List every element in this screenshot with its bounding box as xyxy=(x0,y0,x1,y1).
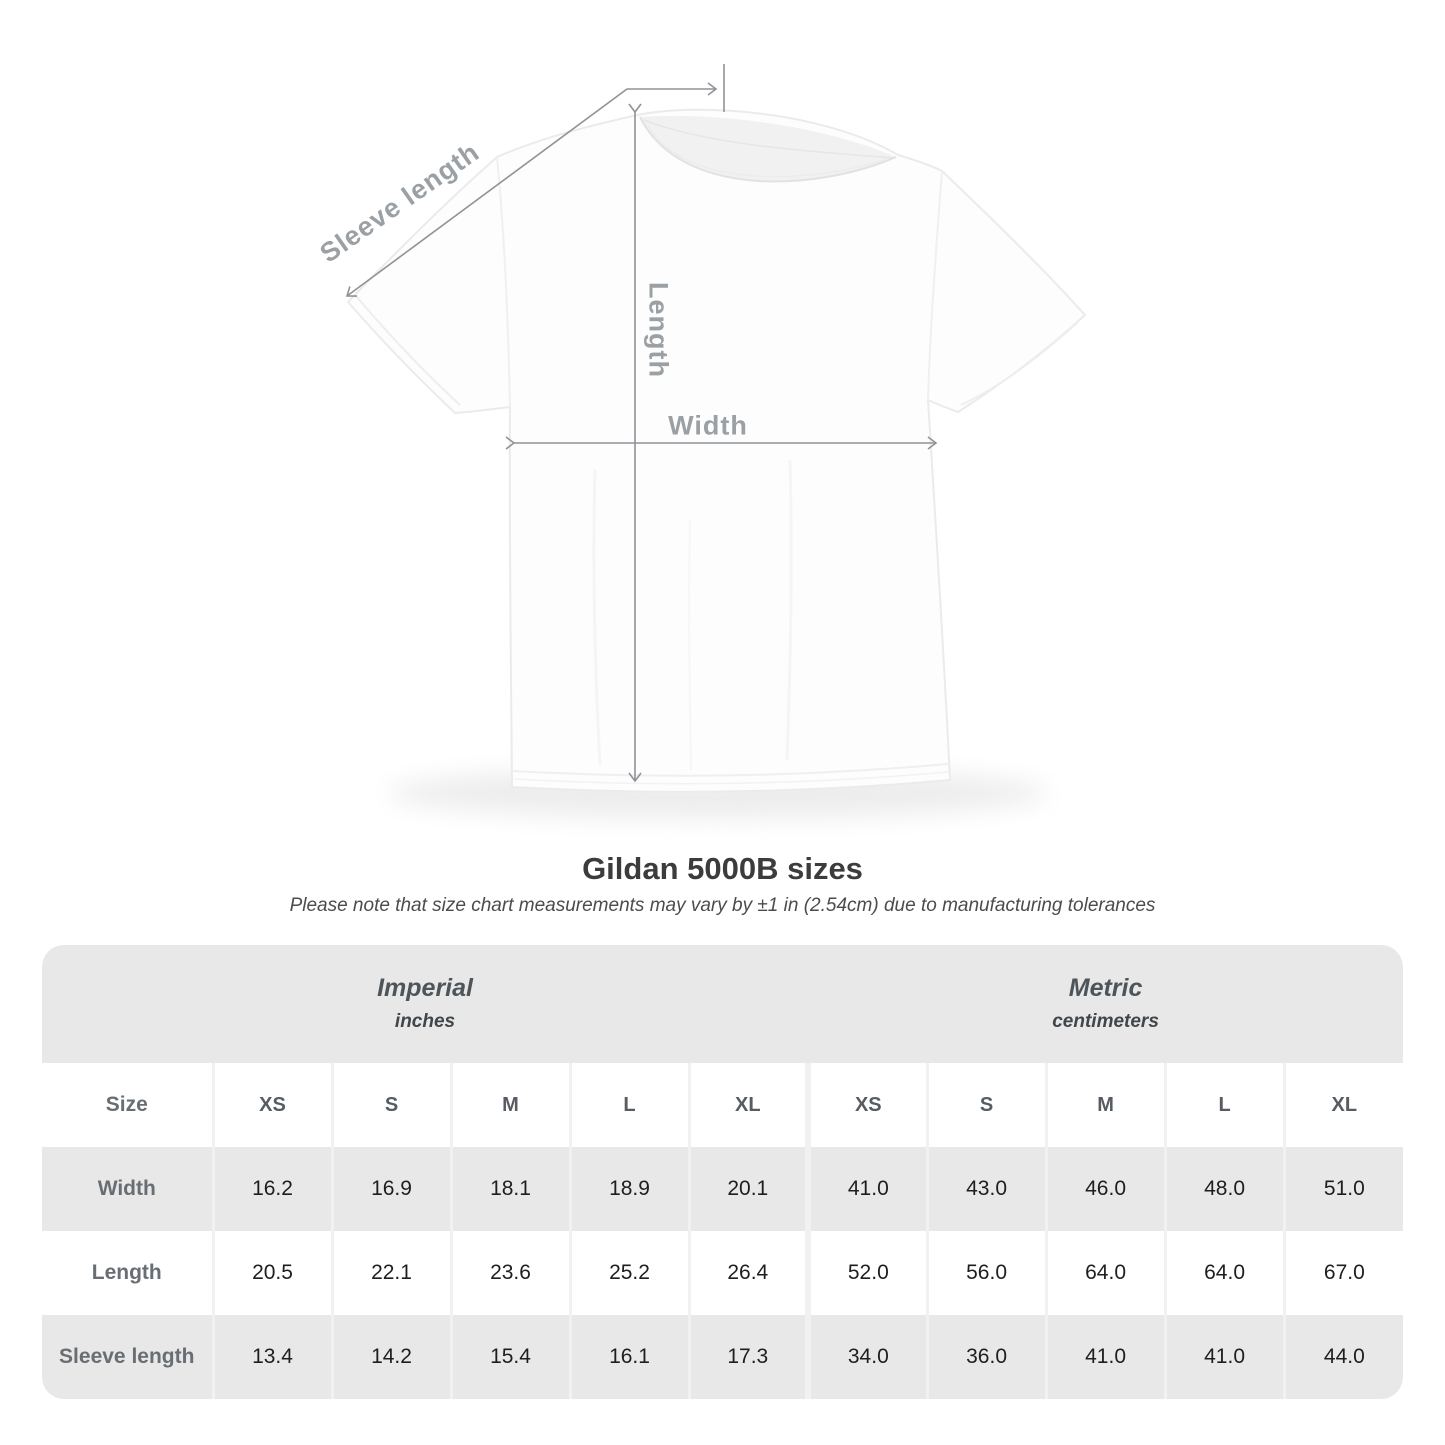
sleeve-length-row-label: Sleeve length xyxy=(42,1315,213,1399)
tshirt-collar-rib-seam xyxy=(647,125,889,178)
sleeve-length-arrow-diagonal xyxy=(345,88,628,297)
tshirt-collar-back-seam xyxy=(643,119,894,159)
width-metric-m: 46.0 xyxy=(1044,1147,1166,1231)
length-imperial-m: 23.6 xyxy=(449,1231,570,1315)
size-metric-xs: XS xyxy=(805,1063,928,1147)
width-imperial-m: 18.1 xyxy=(449,1147,570,1231)
tshirt-fold xyxy=(785,459,793,761)
tshirt-left-armhole-seam xyxy=(496,156,511,408)
size-metric-m: M xyxy=(1044,1063,1166,1147)
size-imperial-l: L xyxy=(568,1063,689,1147)
size-metric-s: S xyxy=(925,1063,1047,1147)
tshirt-hem-seam xyxy=(512,763,949,777)
length-imperial-l: 25.2 xyxy=(568,1231,689,1315)
sleeve-metric-xs: 34.0 xyxy=(805,1315,928,1399)
tshirt-collar-inner-edge xyxy=(639,116,897,183)
sleeve-imperial-xs: 13.4 xyxy=(211,1315,332,1399)
size-metric-l: L xyxy=(1163,1063,1285,1147)
length-imperial-s: 22.1 xyxy=(330,1231,451,1315)
tshirt-right-armhole-seam xyxy=(927,170,943,401)
width-imperial-s: 16.9 xyxy=(330,1147,451,1231)
width-metric-s: 43.0 xyxy=(925,1147,1047,1231)
size-imperial-xl: XL xyxy=(687,1063,809,1147)
tshirt-right-cuff-seam xyxy=(960,322,1078,406)
sleeve-metric-l: 41.0 xyxy=(1163,1315,1285,1399)
tshirt-body xyxy=(347,108,1086,793)
size-imperial-xs: XS xyxy=(211,1063,332,1147)
metric-label: Metric xyxy=(1068,973,1143,1002)
page-title: Gildan 5000B sizes xyxy=(582,851,863,886)
sleeve-imperial-m: 15.4 xyxy=(449,1315,570,1399)
metric-unit: centimeters xyxy=(1052,1011,1159,1033)
width-metric-l: 48.0 xyxy=(1163,1147,1285,1231)
tshirt-hem-seam-2 xyxy=(513,771,950,785)
sleeve-metric-xl: 44.0 xyxy=(1282,1315,1403,1399)
width-metric-xs: 41.0 xyxy=(805,1147,928,1231)
width-metric-xl: 51.0 xyxy=(1282,1147,1403,1231)
size-metric-xl: XL xyxy=(1282,1063,1403,1147)
sleeve-imperial-xl: 17.3 xyxy=(687,1315,809,1399)
width-imperial-xl: 20.1 xyxy=(687,1147,809,1231)
tshirt-image xyxy=(345,64,1086,819)
length-row-label: Length xyxy=(42,1231,213,1315)
unit-header-row: Imperial inches Metric centimeters xyxy=(42,945,1403,1063)
length-metric-s: 56.0 xyxy=(925,1231,1047,1315)
width-imperial-l: 18.9 xyxy=(568,1147,689,1231)
tshirt-measurement-diagram: Sleeve length Length Width xyxy=(314,64,1086,819)
size-table: Imperial inches Metric centimeters Size … xyxy=(42,945,1403,1399)
length-row: Length 20.5 22.1 23.6 25.2 26.4 52.0 56.… xyxy=(42,1231,1403,1315)
sleeve-length-row: Sleeve length 13.4 14.2 15.4 16.1 17.3 3… xyxy=(42,1315,1403,1399)
sleeve-imperial-s: 14.2 xyxy=(330,1315,451,1399)
tshirt-fold xyxy=(592,469,602,766)
width-row-label: Width xyxy=(42,1147,213,1231)
size-header-row: Size XS S M L XL XS S M L XL xyxy=(42,1063,1403,1147)
dimension-arrows xyxy=(345,64,938,783)
metric-header: Metric centimeters xyxy=(808,945,1403,1063)
size-imperial-m: M xyxy=(449,1063,570,1147)
imperial-unit: inches xyxy=(394,1011,456,1033)
length-metric-l: 64.0 xyxy=(1163,1231,1285,1315)
size-imperial-s: S xyxy=(330,1063,451,1147)
length-metric-m: 64.0 xyxy=(1044,1231,1166,1315)
size-row-label: Size xyxy=(42,1063,213,1147)
sleeve-metric-m: 41.0 xyxy=(1044,1315,1166,1399)
length-imperial-xl: 26.4 xyxy=(687,1231,809,1315)
imperial-label: Imperial xyxy=(377,973,473,1002)
tshirt-left-cuff-seam xyxy=(355,295,461,406)
length-label: Length xyxy=(643,282,674,378)
sleeve-imperial-l: 16.1 xyxy=(568,1315,689,1399)
width-label: Width xyxy=(668,410,748,441)
length-imperial-xs: 20.5 xyxy=(211,1231,332,1315)
tshirt-neck-opening xyxy=(640,115,896,182)
width-row: Width 16.2 16.9 18.1 18.9 20.1 41.0 43.0… xyxy=(42,1147,1403,1231)
length-metric-xl: 67.0 xyxy=(1282,1231,1403,1315)
length-metric-xs: 52.0 xyxy=(805,1231,928,1315)
tolerance-note: Please note that size chart measurements… xyxy=(289,895,1156,916)
sleeve-metric-s: 36.0 xyxy=(925,1315,1047,1399)
imperial-header: Imperial inches xyxy=(42,945,809,1063)
width-imperial-xs: 16.2 xyxy=(211,1147,332,1231)
tshirt-fold xyxy=(688,519,692,771)
